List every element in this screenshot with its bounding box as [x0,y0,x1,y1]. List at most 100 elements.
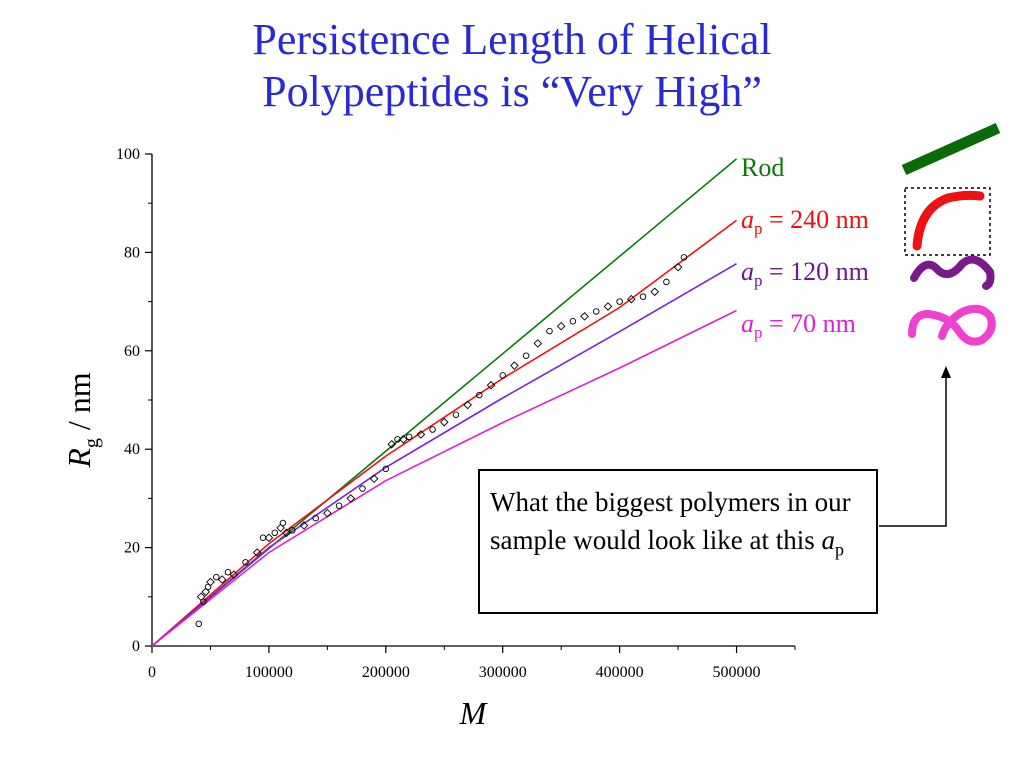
ap120-shape-icon [910,255,995,290]
y-tick-label: 60 [124,343,140,360]
data-point [299,521,309,530]
legend-ap120-eq: = [763,257,791,286]
x-tick-label: 300000 [479,664,527,681]
data-point [522,352,530,359]
data-point [510,361,519,370]
data-point [486,380,496,390]
data-point [499,372,506,379]
data-point [206,577,215,587]
y-tick-label: 40 [124,441,140,458]
data-point [663,278,670,286]
note-subscript: p [834,539,844,560]
data-point [387,439,396,449]
data-point [416,430,426,439]
legend-rod-label: Rod [741,153,784,182]
y-tick-label: 80 [124,244,140,261]
data-point [359,485,366,492]
data-point [282,528,291,538]
note-text: What the biggest polymers in our sample … [490,487,851,555]
data-point [264,533,274,543]
legend-ap120-sub: p [754,271,763,290]
data-point [580,312,589,321]
polymer-illustrations [901,122,1001,346]
legend-ap70-symbol: a [741,309,754,338]
legend-rod: Rod [741,153,784,182]
data-point [603,302,613,311]
data-point [569,318,577,325]
legend-ap240-symbol: a [741,205,754,234]
data-point [556,321,566,331]
x-tick-label: 100000 [245,664,293,681]
slide-title-line-1: Persistence Length of Helical [252,15,772,64]
ap70-shape-icon [908,304,996,346]
data-point [252,548,262,557]
data-point [405,433,413,441]
y-axis-label-symbol: R [61,448,97,469]
curve-240-nm [151,219,737,647]
y-tick-label: 100 [116,146,140,163]
y-axis-label-subscript: g [81,438,103,448]
slide-title: Persistence Length of Helical Polypeptid… [0,14,1024,118]
x-tick-label: 0 [148,664,156,681]
data-point [399,435,408,444]
legend-ap240-label: 240 nm [790,205,869,234]
legend-ap240: ap = 240 nm [741,205,869,238]
data-point [213,573,220,581]
data-point [452,411,460,419]
ap240-shape-icon [912,190,985,251]
x-tick-label: 200000 [362,664,410,681]
data-point [217,575,227,584]
data-point [335,502,343,510]
ticks-group: 0 100000 200000 300000 400000 500000 0 20 40 60 80… [116,146,796,681]
data-point [673,262,683,272]
legend-ap240-eq: = [763,205,791,234]
data-point [382,465,390,473]
data-point [312,514,319,522]
data-point [476,391,483,399]
data-point [546,327,553,335]
note-symbol: a [821,525,835,555]
x-axis-label: M [459,695,489,731]
data-points-group [195,254,688,628]
data-point [429,426,436,433]
data-point [224,568,232,576]
data-point [200,598,207,605]
curves-group [151,158,738,647]
data-point [204,583,212,591]
highlight-dotted-box [904,187,991,256]
legend: Rod ap = 240 nm ap = 120 nm ap = 70 nm [741,153,869,342]
legend-ap70-eq: = [763,309,791,338]
data-point [593,308,600,315]
data-point [323,508,332,518]
legend-ap70: ap = 70 nm [741,309,856,342]
data-point [680,254,688,261]
curve-70-nm [151,309,737,647]
legend-ap70-label: 70 nm [790,309,856,338]
rod-shape-icon [901,122,1001,176]
data-point [533,339,543,348]
data-point [289,527,296,534]
x-tick-label: 500000 [713,664,761,681]
y-tick-label: 0 [132,638,140,655]
y-axis-label: Rg / nm [61,372,103,468]
slide-title-line-2: Polypeptides is “Very High” [262,67,762,116]
svg-text:Rg / nm: Rg / nm [61,372,103,468]
curve-120-nm [151,263,737,647]
note-box: What the biggest polymers in our sample … [478,469,878,614]
data-point [346,494,356,503]
data-point [650,287,660,297]
legend-ap120-label: 120 nm [790,257,869,286]
data-point [639,293,647,300]
data-point [271,529,279,537]
data-point [279,519,287,527]
data-point [195,620,203,628]
legend-ap70-sub: p [754,323,763,342]
x-tick-label: 400000 [596,664,644,681]
data-point [463,400,472,410]
y-tick-label: 20 [124,540,140,557]
legend-ap240-sub: p [754,219,763,238]
data-point [627,294,636,304]
legend-ap120-symbol: a [741,257,754,286]
data-point [229,570,239,579]
